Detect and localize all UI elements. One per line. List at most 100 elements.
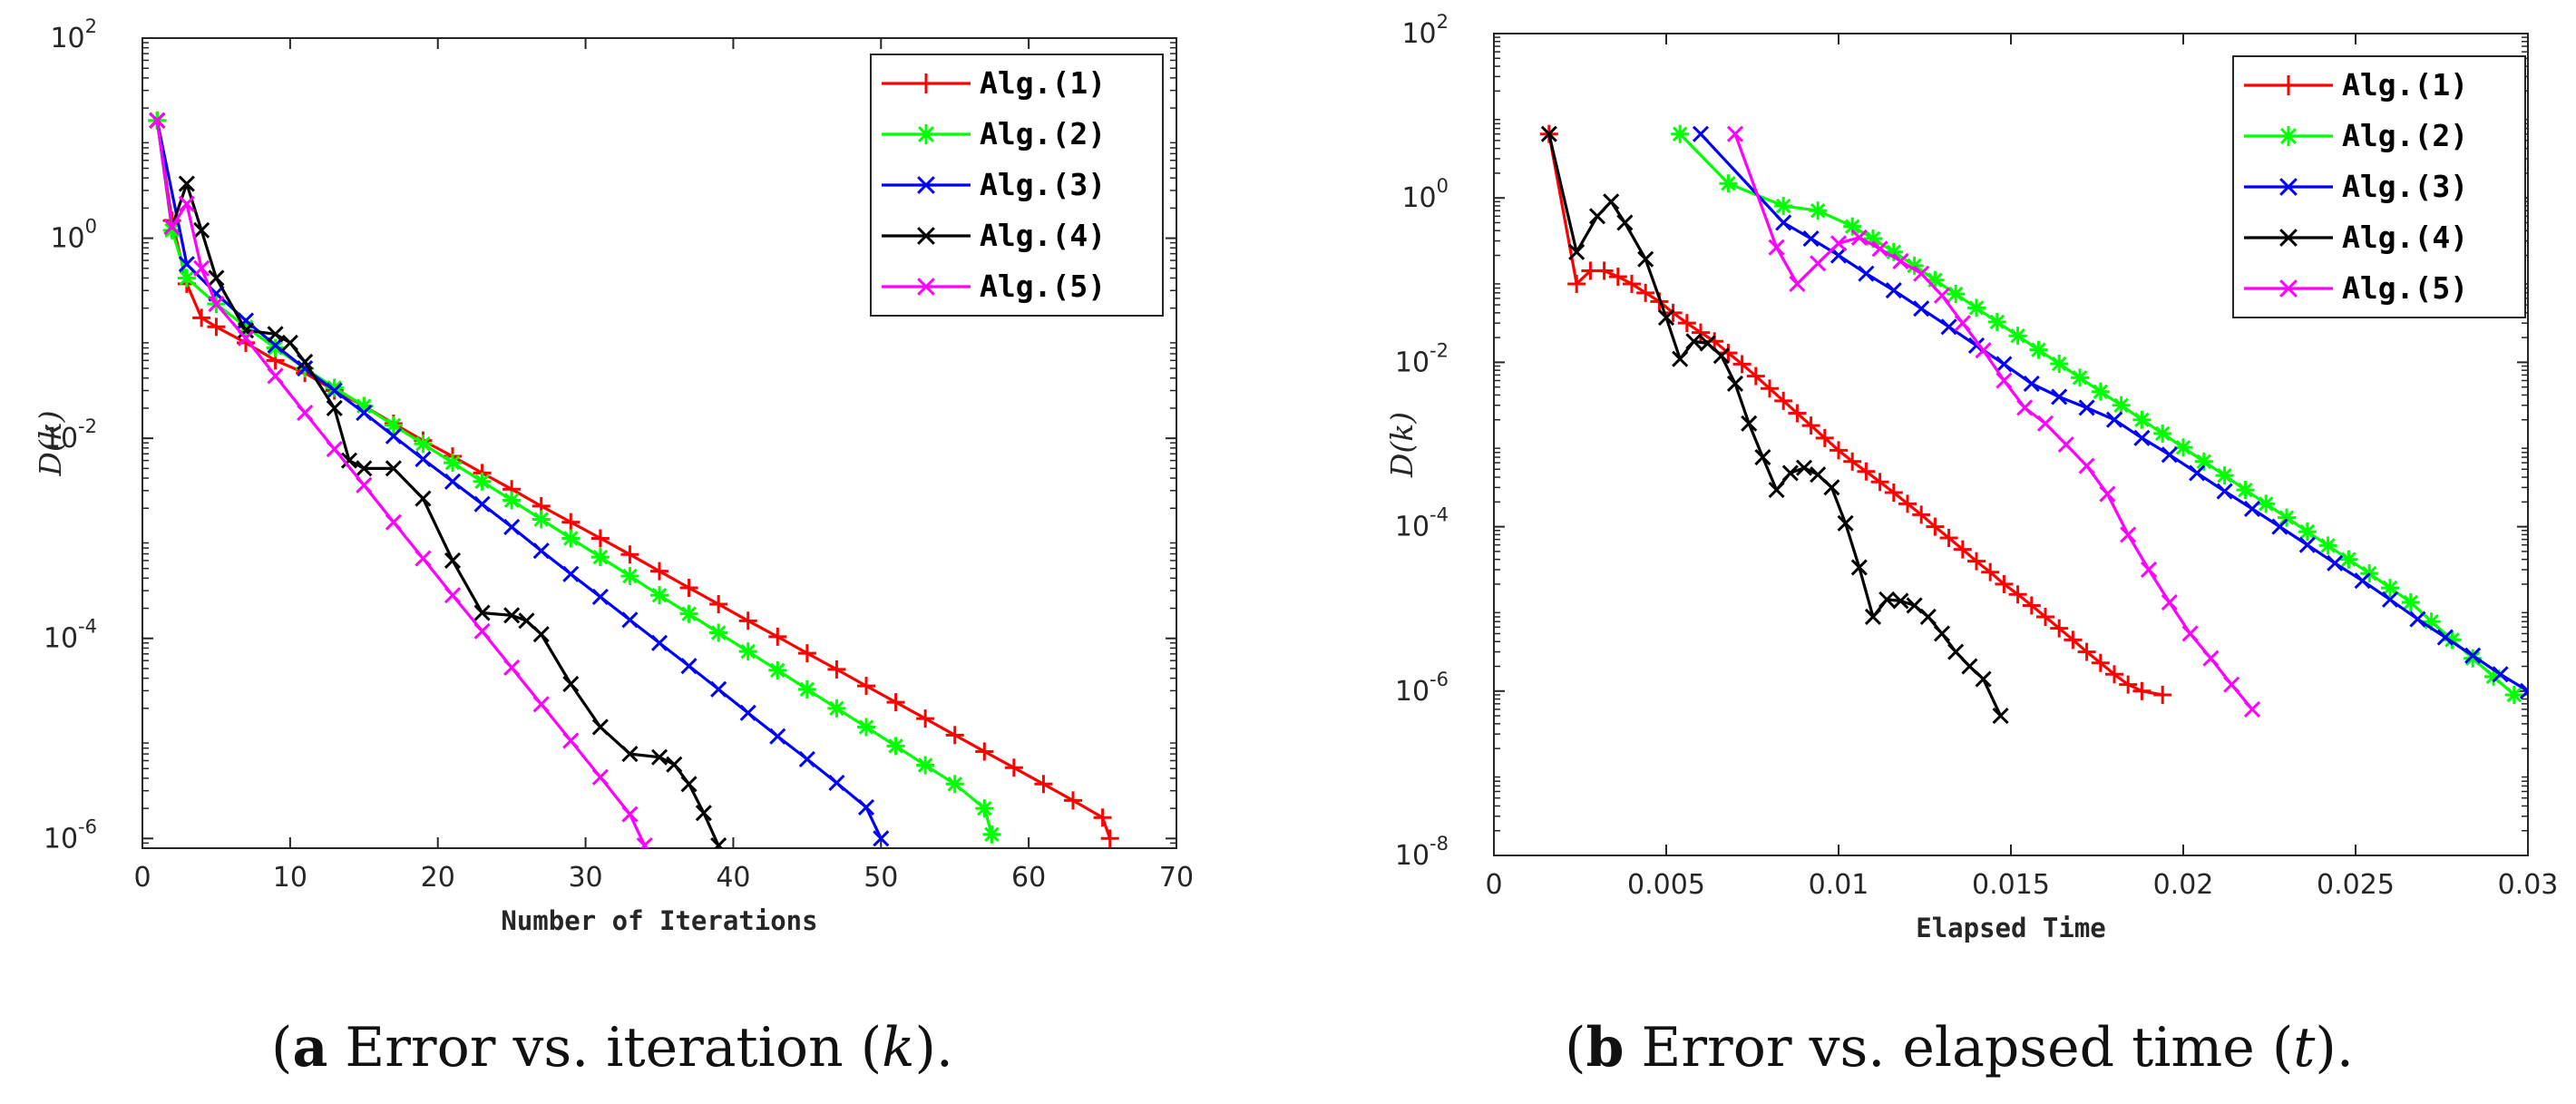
data-point xyxy=(2105,411,2123,428)
data-point xyxy=(2278,508,2296,527)
legend-item: Alg.(1) xyxy=(2244,67,2468,103)
marker-d2 xyxy=(917,278,935,296)
marker-d2 xyxy=(2354,572,2371,590)
marker-d2 xyxy=(178,175,195,192)
data-point xyxy=(1815,428,1834,447)
marker-d2 xyxy=(1850,229,1868,246)
data-point xyxy=(2008,585,2027,604)
data-point xyxy=(178,256,195,273)
caption-b-letter: b xyxy=(1586,1016,1625,1080)
marker-d2 xyxy=(533,512,549,527)
x-tick-label: 10 xyxy=(273,862,307,894)
marker-d2 xyxy=(2023,375,2040,392)
marker-d2 xyxy=(666,756,683,773)
y-tick-base: 10 xyxy=(50,23,84,54)
marker-d2 xyxy=(2031,342,2046,357)
marker-d2 xyxy=(518,612,535,630)
data-point xyxy=(2298,523,2317,542)
marker-d2 xyxy=(562,675,580,693)
marker-d2 xyxy=(1540,125,1557,142)
data-point xyxy=(415,490,432,507)
marker-d2 xyxy=(2078,457,2095,474)
data-point xyxy=(2279,178,2298,196)
marker-d2 xyxy=(2175,440,2191,455)
marker-d2 xyxy=(857,798,875,816)
data-point xyxy=(917,227,935,245)
data-point xyxy=(797,679,816,699)
data-point xyxy=(1093,808,1112,827)
data-point xyxy=(1912,505,1931,524)
marker-d2 xyxy=(740,643,756,659)
marker-d2 xyxy=(2140,561,2158,579)
marker-d2 xyxy=(770,662,785,679)
data-point xyxy=(208,296,225,313)
series-3 xyxy=(149,112,890,847)
data-point xyxy=(1830,235,1848,252)
legend-label: Alg.(4) xyxy=(980,218,1106,253)
marker-d2 xyxy=(1992,708,2009,725)
data-point xyxy=(1913,300,1930,318)
data-point xyxy=(1967,298,1986,318)
data-point xyxy=(1588,208,1606,225)
marker-d2 xyxy=(2051,356,2067,372)
data-point xyxy=(1802,230,1820,248)
marker-d2 xyxy=(267,367,284,385)
data-point xyxy=(650,562,668,581)
data-point xyxy=(1919,608,1937,626)
data-point xyxy=(503,518,521,535)
marker-d2 xyxy=(1886,244,1902,260)
marker-d2 xyxy=(385,460,402,477)
data-point xyxy=(1671,124,1690,143)
caption-a-letter: a xyxy=(292,1016,327,1080)
data-point xyxy=(1954,315,1971,332)
data-point xyxy=(2023,375,2040,392)
data-point xyxy=(1726,375,1744,392)
marker-d2 xyxy=(2036,415,2054,432)
data-point xyxy=(2091,382,2110,401)
x-tick-label: 0.025 xyxy=(2317,869,2395,901)
data-point xyxy=(297,404,314,422)
marker-d2 xyxy=(385,427,402,445)
data-point xyxy=(1774,391,1793,410)
marker-d2 xyxy=(415,490,432,507)
data-point xyxy=(2504,685,2523,704)
data-point xyxy=(1830,441,1848,460)
data-point xyxy=(1692,125,1710,142)
data-point xyxy=(739,704,756,721)
data-point xyxy=(1885,282,1902,299)
data-point xyxy=(2036,415,2054,432)
data-point xyxy=(1858,265,1875,282)
data-point xyxy=(886,737,905,756)
marker-d2 xyxy=(1768,482,1785,499)
data-point xyxy=(237,329,255,347)
data-point xyxy=(356,460,373,477)
marker-d2 xyxy=(2133,429,2151,446)
data-point xyxy=(2064,630,2083,650)
y-tick-exponent: 0 xyxy=(85,216,97,238)
y-tick-label: 10-4 xyxy=(1395,504,1449,543)
data-point xyxy=(415,450,432,468)
marker-d2 xyxy=(829,700,844,717)
data-point xyxy=(177,269,196,288)
data-point xyxy=(1774,196,1793,215)
marker-d2 xyxy=(1685,333,1703,350)
marker-d2 xyxy=(2409,611,2426,628)
marker-d2 xyxy=(1947,643,1965,660)
marker-d2 xyxy=(340,452,358,469)
marker-d2 xyxy=(415,450,432,468)
marker-d2 xyxy=(356,404,373,422)
marker-d2 xyxy=(1907,258,1922,274)
legend-label: Alg.(5) xyxy=(2342,270,2468,306)
marker-d2 xyxy=(444,587,462,604)
marker-d2 xyxy=(695,805,712,822)
data-point xyxy=(2120,526,2137,543)
data-point xyxy=(2236,481,2255,500)
data-point xyxy=(886,693,905,712)
data-point xyxy=(650,634,668,651)
legend-item: Alg.(4) xyxy=(2244,220,2468,255)
data-point xyxy=(562,675,580,693)
data-point xyxy=(857,677,875,696)
marker-d2 xyxy=(1721,175,1736,191)
data-point xyxy=(1810,255,1827,272)
